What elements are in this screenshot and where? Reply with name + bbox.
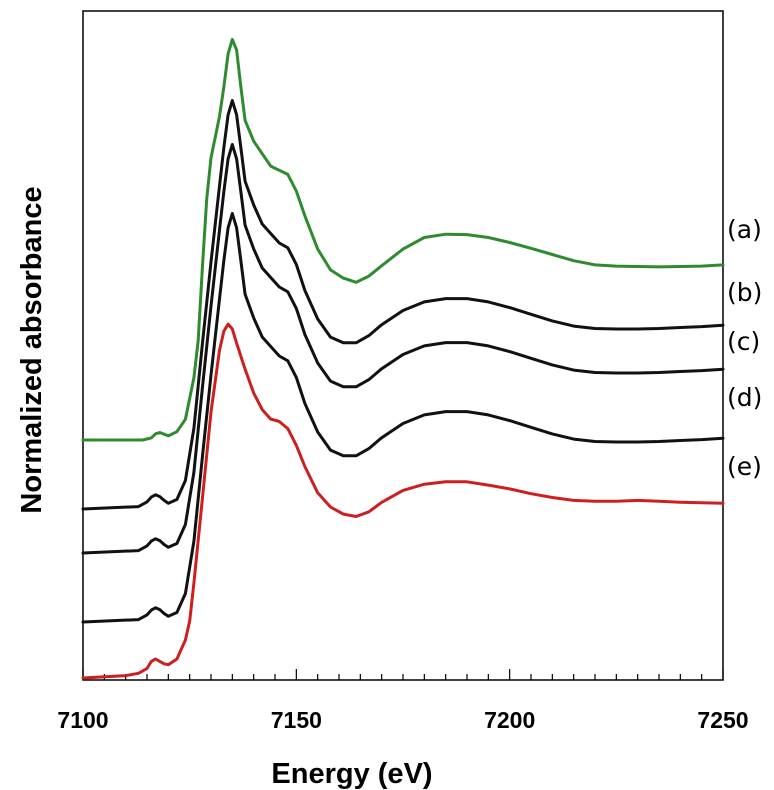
- x-tick-labels: 7100 7150 7200 7250: [57, 707, 748, 733]
- y-axis-title: Normalized absorbance: [16, 186, 48, 513]
- series-label-d: (d): [727, 383, 762, 412]
- series-label-c: (c): [727, 327, 760, 356]
- x-tick-label: 7150: [271, 707, 322, 733]
- series-line-e: [81, 322, 725, 680]
- x-tick-label: 7200: [484, 707, 535, 733]
- x-minor-ticks: [103, 674, 703, 680]
- series-curves: [81, 38, 725, 680]
- x-tick-label: 7250: [697, 707, 748, 733]
- series-labels: (a) (b) (c) (d) (e): [727, 215, 762, 481]
- series-line-b: [81, 99, 725, 511]
- series-line-a: [81, 38, 725, 442]
- series-label-e: (e): [727, 452, 762, 481]
- plot-frame: [82, 10, 724, 681]
- x-tick-label: 7100: [57, 707, 108, 733]
- series-line-c: [81, 143, 725, 555]
- series-label-a: (a): [727, 215, 762, 244]
- x-axis-title: Energy (eV): [271, 758, 432, 790]
- series-label-b: (b): [727, 278, 762, 307]
- series-line-d: [81, 212, 725, 624]
